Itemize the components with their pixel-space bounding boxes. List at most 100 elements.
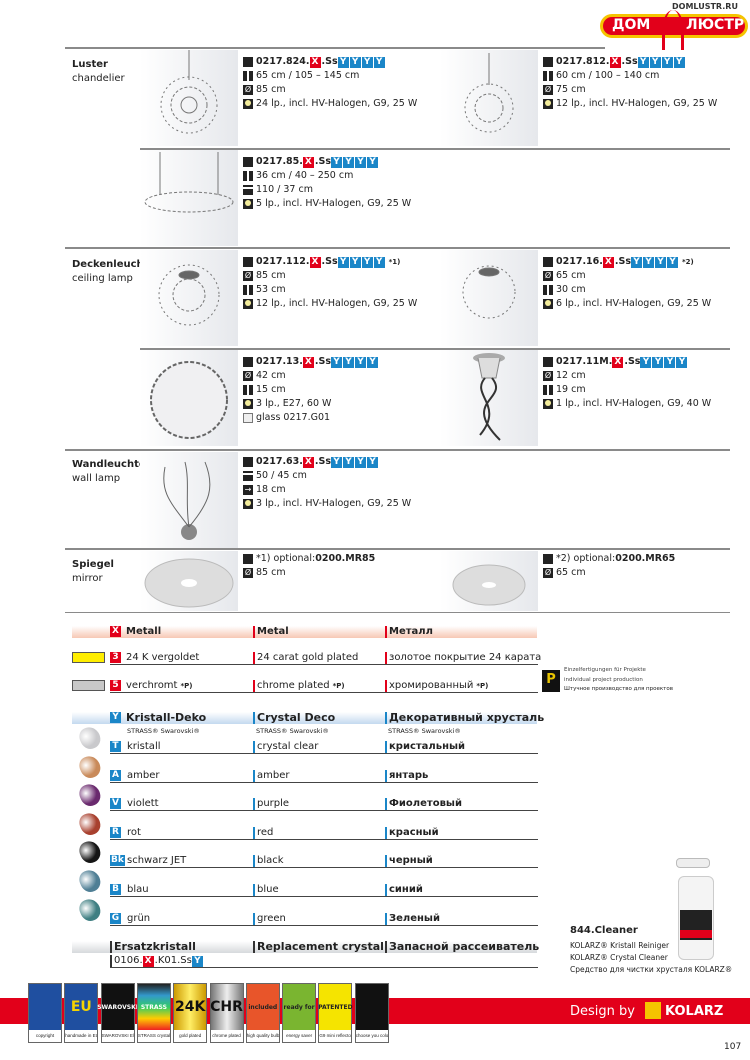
optional-code[interactable]: 0200.MR65	[615, 553, 676, 564]
spec-line: 15 cm	[243, 383, 379, 397]
bulb-icon	[243, 99, 253, 109]
product-code[interactable]: 0217.824.	[256, 56, 310, 67]
spec-line: Ø 65 cm	[543, 269, 711, 283]
category-spiegel: Spiegel mirror	[72, 559, 114, 584]
product-image-mirror-65[interactable]	[440, 551, 538, 611]
crystal-option-en[interactable]: amber	[253, 769, 289, 782]
crystal-sample-crystal-clear[interactable]	[76, 723, 104, 753]
crystal-option-en[interactable]: blue	[253, 884, 279, 896]
crystal-option-ru[interactable]: янтарь	[385, 769, 428, 782]
crystal-option-ru[interactable]: красный	[385, 826, 439, 839]
crystal-placeholder-badge: Y	[676, 356, 688, 368]
product-image-wall-63[interactable]	[140, 452, 238, 548]
metal-placeholder-badge: X	[302, 356, 314, 368]
product-code[interactable]: 0217.16.	[556, 256, 603, 267]
crystal-sample-amber[interactable]	[76, 752, 104, 781]
feature-badge-copyright[interactable]: copyright	[28, 983, 62, 1043]
crystal-option-ru[interactable]: черный	[385, 855, 433, 868]
crystal-option-en[interactable]: green	[253, 912, 286, 925]
product-code[interactable]: 0217.63.	[256, 456, 303, 467]
feature-badge-energy-saver[interactable]: ready for energy saver	[282, 983, 317, 1043]
kolarz-logo-icon	[645, 1002, 661, 1019]
product-specs: *2) optional: 0200.MR65 Ø 65 cm	[543, 552, 675, 580]
metal-option-ru[interactable]: золотое покрытие 24 карата	[385, 652, 541, 664]
crystal-sample-green[interactable]	[76, 895, 104, 924]
crystal-option-de[interactable]: blau	[127, 884, 149, 895]
replacement-header-band	[72, 941, 537, 953]
product-image-ceiling-16[interactable]	[440, 250, 538, 346]
product-code-line: 0217.16. X .Ss Y Y Y Y *2)	[543, 255, 711, 269]
article-number-icon	[243, 57, 253, 67]
optional-code[interactable]: 0200.MR85	[315, 553, 376, 564]
metal-option-en[interactable]: chrome plated *P)	[253, 680, 345, 692]
chrome-icon: CHR	[210, 984, 243, 1030]
feature-badge-high-quality-bulb[interactable]: included high quality bulb	[245, 983, 280, 1043]
metal-swatch	[72, 652, 105, 663]
product-image-mirror-85[interactable]	[140, 551, 238, 611]
crystal-option-ru[interactable]: синий	[385, 884, 423, 896]
crystal-option-en[interactable]: crystal clear	[253, 741, 318, 753]
feature-badge-handmade-in-eu[interactable]: EU handmade in EU	[64, 983, 99, 1043]
product-code[interactable]: 0217.112.	[256, 256, 310, 267]
product-code[interactable]: 0217.85.	[256, 156, 303, 167]
metal-option-ru[interactable]: хромированный *P)	[385, 680, 488, 692]
cleaner-line-en: KOLARZ® Crystal Cleaner	[570, 953, 668, 962]
product-image-ceiling-13[interactable]	[140, 350, 238, 446]
crystal-option-ru[interactable]: кристальный	[385, 741, 465, 753]
site-logo[interactable]: DOMLUSTR.RU ДОМ ЛЮСТР	[600, 2, 750, 52]
crystal-option-de[interactable]: amber	[127, 769, 160, 781]
metal-option-de[interactable]: verchromt *P)	[126, 680, 192, 692]
crystal-option-de[interactable]: violett	[127, 798, 159, 810]
height-icon	[243, 285, 253, 295]
product-code-suffix: .Ss	[621, 56, 638, 67]
crystal-option-de[interactable]: schwarz JET	[127, 855, 187, 867]
feature-badge-g9-mini-reflector[interactable]: PATENTED G9 mini reflector	[318, 983, 353, 1043]
logo-emblem-icon	[662, 10, 684, 50]
crystal-sample-red[interactable]	[76, 809, 104, 838]
crystal-option-ru[interactable]: Зеленый	[385, 912, 440, 925]
metal-option-en[interactable]: 24 carat gold plated	[253, 652, 358, 664]
cleaner-bottle-image[interactable]	[670, 858, 720, 962]
product-image-ceiling-11m[interactable]	[440, 350, 538, 446]
crystal-option-de[interactable]: kristall	[127, 741, 161, 752]
product-image-chandelier-812[interactable]	[440, 50, 538, 146]
feature-badge-strass-crystal[interactable]: STRASS STRASS crystal	[136, 983, 171, 1043]
feature-badge-chrome-plated[interactable]: CHR chrome plated	[209, 983, 244, 1043]
crystal-option-en[interactable]: red	[253, 826, 273, 839]
badge-caption: energy saver	[286, 1033, 313, 1038]
product-code[interactable]: 0217.11M.	[556, 356, 613, 367]
spec-line: 65 cm / 105 – 145 cm	[243, 69, 417, 83]
divider	[65, 612, 730, 613]
feature-badge-gold-plated[interactable]: 24K gold plated	[173, 983, 208, 1043]
product-image-ceiling-112[interactable]	[140, 250, 238, 346]
spec-line: Ø 85 cm	[243, 269, 417, 283]
product-code-suffix: .Ss	[321, 256, 338, 267]
bulb-icon	[243, 299, 253, 309]
crystal-sample-blue[interactable]	[76, 866, 104, 896]
product-image-chandelier-85[interactable]	[140, 150, 238, 246]
metal-header-band	[72, 626, 537, 638]
product-code[interactable]: 0217.812.	[556, 56, 610, 67]
feature-badge-choose-you-colour[interactable]: choose you colour	[354, 983, 389, 1043]
spec-line: 110 / 37 cm	[243, 183, 411, 197]
feature-badge-swarovski-elements[interactable]: SWAROVSKI SWAROVSKI Elements	[97, 983, 138, 1043]
article-number-icon	[243, 554, 253, 564]
bulb-included-icon: included	[246, 984, 279, 1030]
crystal-option-key: G	[110, 912, 121, 924]
crystal-option-en[interactable]: black	[253, 855, 284, 868]
crystal-option-de[interactable]: grün	[127, 912, 151, 924]
crystal-placeholder-badge: Y	[643, 256, 654, 268]
crystal-option-ru[interactable]: Фиолетовый	[385, 798, 462, 811]
crystal-sample-purple[interactable]	[76, 780, 104, 810]
spec-line: 12 lp., incl. HV-Halogen, G9, 25 W	[543, 97, 717, 111]
crystal-sample-black[interactable]	[76, 838, 104, 867]
product-image-chandelier-824[interactable]	[140, 50, 238, 146]
divider	[110, 692, 538, 693]
crystal-option-en[interactable]: purple	[253, 798, 289, 811]
metal-option-de[interactable]: 24 K vergoldet	[126, 652, 199, 664]
crystal-option-de[interactable]: rot	[127, 826, 141, 838]
spec-text: 12 cm	[556, 370, 586, 381]
crystal-placeholder-badge: Y	[637, 56, 649, 68]
crystal-option-key: T	[110, 741, 121, 752]
product-code[interactable]: 0217.13.	[256, 356, 303, 367]
